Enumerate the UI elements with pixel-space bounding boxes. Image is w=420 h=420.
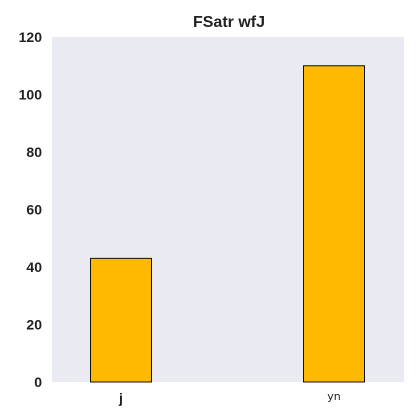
y-axis-ticks: 0 20 40 60 80 100 120 [19,29,43,390]
y-tick-label: 40 [26,259,42,275]
y-tick-label: 80 [26,144,42,160]
x-axis-ticks: j yn [118,390,341,406]
y-tick-label: 60 [26,202,42,218]
y-tick-label: 20 [26,317,42,333]
bar-yn [303,65,365,383]
bar-j [90,257,152,383]
y-tick-label: 100 [19,87,43,103]
x-tick-label: j [118,390,123,406]
bars-group [90,65,365,383]
x-tick-label: yn [327,390,341,403]
y-tick-label: 120 [19,29,43,45]
y-tick-label: 0 [34,374,42,390]
chart-title: FSatr wfJ [193,14,265,31]
